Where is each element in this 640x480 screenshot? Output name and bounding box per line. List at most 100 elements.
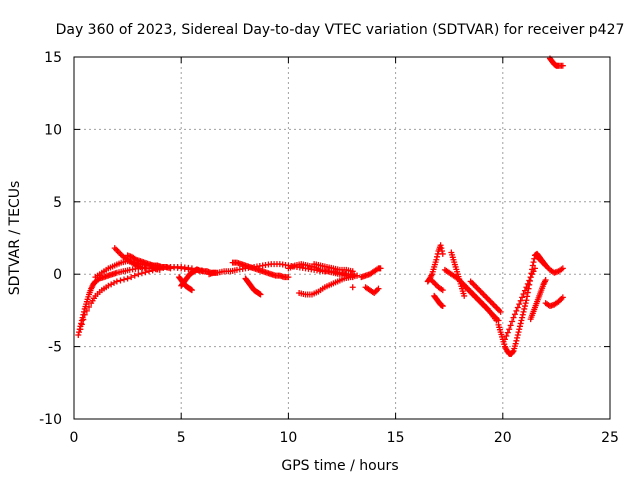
- data-point: [114, 248, 121, 255]
- x-axis-label: GPS time / hours: [281, 458, 398, 474]
- series-track-m: [311, 261, 356, 275]
- data-point: [509, 348, 516, 355]
- data-point: [480, 291, 487, 298]
- data-point: [519, 294, 526, 301]
- data-point: [439, 250, 446, 257]
- series-track-s: [431, 292, 446, 310]
- data-point: [128, 274, 135, 281]
- data-point: [531, 265, 538, 272]
- data-point: [439, 248, 446, 255]
- y-tick-label: 5: [53, 195, 62, 211]
- data-point: [116, 249, 123, 256]
- data-point: [486, 297, 493, 304]
- data-point: [470, 281, 477, 288]
- data-point: [437, 242, 444, 249]
- data-point: [513, 307, 520, 314]
- data-point: [541, 279, 548, 286]
- data-point: [559, 294, 566, 301]
- data-point: [522, 300, 529, 307]
- data-point: [490, 301, 497, 308]
- data-point: [479, 290, 486, 297]
- data-point: [86, 304, 93, 311]
- series-track-o: [358, 265, 384, 281]
- x-tick-label: 25: [601, 430, 619, 446]
- data-point: [516, 326, 523, 333]
- data-point: [467, 278, 474, 285]
- data-point: [117, 250, 124, 257]
- data-point: [471, 282, 478, 289]
- data-point: [497, 308, 504, 315]
- data-point: [516, 301, 523, 308]
- data-point: [521, 305, 528, 312]
- y-tick-label: -10: [39, 412, 62, 428]
- data-point: [108, 281, 115, 288]
- data-point: [529, 271, 536, 278]
- axis-ticks: 0 5 10 15 20 25 -10 -5 0 5 10 15: [39, 50, 619, 446]
- series-track-n: [349, 284, 356, 291]
- data-point: [510, 314, 517, 321]
- data-point: [516, 323, 523, 330]
- data-point: [494, 305, 501, 312]
- data-point: [507, 322, 514, 329]
- data-point: [433, 256, 440, 263]
- data-point: [513, 337, 520, 344]
- data-point: [530, 259, 537, 266]
- data-point: [438, 245, 445, 252]
- data-point: [517, 297, 524, 304]
- data-point: [78, 321, 85, 328]
- data-point: [257, 291, 264, 298]
- series-track-g: [176, 274, 195, 294]
- data-point: [515, 329, 522, 336]
- data-point: [518, 317, 525, 324]
- x-tick-label: 20: [494, 430, 512, 446]
- data-point: [121, 276, 128, 283]
- data-points: [75, 55, 566, 357]
- data-point: [439, 287, 446, 294]
- data-point: [506, 326, 513, 333]
- data-point: [496, 307, 503, 314]
- data-point: [434, 253, 441, 260]
- data-point: [431, 279, 438, 286]
- data-point: [474, 285, 481, 292]
- data-point: [131, 272, 138, 279]
- data-point: [559, 265, 566, 272]
- data-point: [493, 304, 500, 311]
- x-tick-label: 10: [279, 430, 297, 446]
- data-point: [514, 304, 521, 311]
- data-point: [78, 320, 85, 327]
- data-point: [111, 279, 118, 286]
- data-point: [76, 329, 83, 336]
- chart-title: Day 360 of 2023, Sidereal Day-to-day VTE…: [56, 22, 625, 38]
- data-point: [511, 311, 518, 318]
- data-point: [167, 265, 174, 272]
- x-tick-label: 5: [177, 430, 186, 446]
- series-track-p: [362, 284, 382, 297]
- data-point: [524, 280, 531, 287]
- data-point: [432, 281, 439, 288]
- series-track-i: [229, 259, 292, 281]
- data-point: [349, 284, 356, 291]
- data-point: [487, 298, 494, 305]
- data-point: [542, 276, 549, 283]
- data-point: [188, 287, 195, 294]
- data-point: [514, 334, 521, 341]
- data-point: [469, 279, 476, 286]
- data-point: [527, 274, 534, 281]
- x-tick-label: 15: [387, 430, 405, 446]
- series-track-r: [426, 275, 446, 294]
- data-point: [117, 277, 124, 284]
- y-tick-label: -5: [48, 340, 62, 356]
- data-point: [377, 265, 384, 272]
- data-point: [491, 303, 498, 310]
- data-point: [83, 307, 90, 314]
- series-track-z: [527, 276, 549, 323]
- data-point: [473, 284, 480, 291]
- data-point: [349, 268, 356, 275]
- data-point: [526, 277, 533, 284]
- data-point: [501, 336, 508, 343]
- data-point: [285, 274, 292, 281]
- data-point: [519, 314, 526, 321]
- data-point: [514, 332, 521, 339]
- data-point: [135, 271, 142, 278]
